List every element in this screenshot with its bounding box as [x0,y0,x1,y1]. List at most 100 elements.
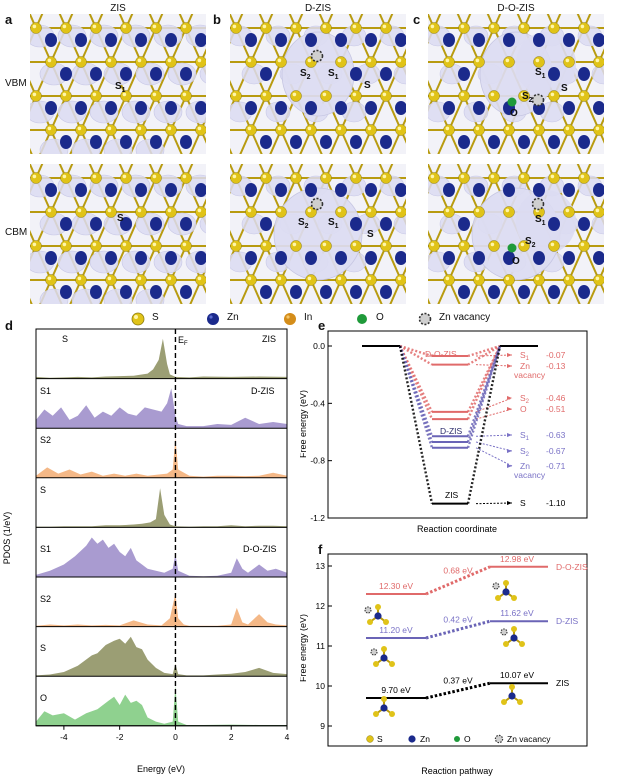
zn-atom [275,251,287,265]
s-atom-highlight [445,58,450,63]
s-s-bond [235,14,244,29]
s-atom [488,22,500,34]
e-level-name: S [520,498,526,508]
zn-atom [458,285,470,299]
s-atom [593,274,604,286]
s-atom-highlight [167,58,172,63]
s-atom-highlight [277,276,282,281]
s-s-bond [508,129,521,154]
e-level-value: -0.63 [546,430,566,440]
atom-label-b-vbm-s: S [364,80,371,91]
zn-atom [518,285,530,299]
panel-label-b: b [213,12,221,27]
s-s-bond [30,164,37,179]
zn-atom [443,183,455,197]
s-s-bond [129,279,142,304]
zn-atom [105,183,117,197]
zn-atom [335,101,347,115]
zn-atom [548,217,560,231]
zn-atom [593,101,604,115]
e-label-arrow [475,447,513,467]
s-atom [230,22,242,34]
s-atom [473,124,485,136]
e-ascent-path [466,345,502,413]
zn-atom [533,33,545,47]
s-atom [335,274,347,286]
s-s-bond [318,14,327,29]
zn-atom [365,183,377,197]
zn-atom [245,33,257,47]
s-s-bond [340,279,353,304]
e-descent-path [398,345,434,443]
s-s-bond [95,14,104,29]
s-atom-highlight [307,126,312,131]
s-s-bond [467,129,480,154]
zn-atom [90,217,102,231]
s-atom [60,22,72,34]
e-level-value: -0.46 [546,393,566,403]
s-s-bond [230,95,237,113]
s-atom [60,172,72,184]
zn-atom [350,135,362,149]
s-atom [180,240,192,252]
s-s-bond [148,164,157,179]
s-atom [380,90,392,102]
legend-o-label: O [376,312,384,323]
e-label-arrowhead [507,407,512,411]
s-atom-highlight [247,126,252,131]
s-atom [150,22,162,34]
s-atom [305,274,317,286]
pdos-x-axis-label: Energy (eV) [137,764,185,774]
s-atom-highlight [397,58,402,63]
zn-atom [563,251,575,265]
s-atom-highlight [580,242,585,247]
s-atom [60,240,72,252]
s-atom-highlight [322,174,327,179]
o-atom [507,243,517,253]
s-s-bond [288,164,297,179]
s-atom [443,56,455,68]
s-atom-highlight [520,92,525,97]
s-atom [90,172,102,184]
pdos-x-tick-label: -4 [60,732,68,742]
f-end-label: 11.62 eV [500,608,534,618]
zn-atom [60,67,72,81]
s-s-bond [370,129,383,154]
s-s-bond [516,164,525,179]
s-atom [443,206,455,218]
panel-label-e: e [318,318,326,333]
pdos-row-label-s-dozis: S [40,485,46,495]
s-atom [150,240,162,252]
s-atom-highlight [367,276,372,281]
s-atom [488,240,500,252]
s-atom [365,206,377,218]
s-atom [135,274,147,286]
s-s-bond [370,279,383,304]
s-atom [195,56,206,68]
zn-vacancy-marker [531,93,545,107]
s-s-bond [546,14,555,29]
s-atom [365,124,377,136]
panel-label-c: c [413,12,421,27]
s-s-bond [230,14,237,29]
s-s-bond [99,129,112,154]
f-series-name: D-O-ZIS [556,562,588,572]
s-s-bond [400,48,406,63]
s-atom-highlight [475,208,480,213]
s-atom-highlight [322,24,327,29]
s-atom [350,22,362,34]
zn-atom [503,183,515,197]
s-atom-highlight [262,92,267,97]
s-atom [290,172,302,184]
s-atom-highlight [77,126,82,131]
s-s-bond [378,14,387,29]
s-s-bond [239,279,252,304]
s-atom-highlight [292,24,297,29]
zn-vacancy-marker [531,197,545,211]
zn-atom [365,251,377,265]
s-atom [180,172,192,184]
e-plot-frame [327,330,588,519]
o-atom [507,97,517,107]
s-s-bond [598,129,604,144]
s-atom [458,172,470,184]
